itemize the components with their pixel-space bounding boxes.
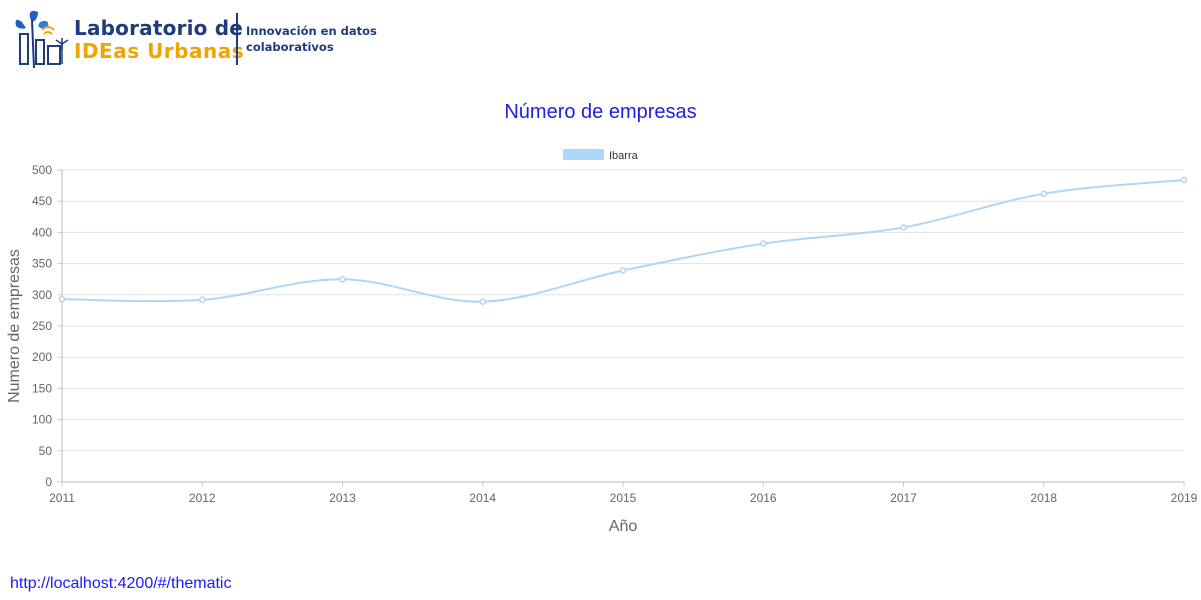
x-tick-label: 2012 [189, 491, 216, 505]
y-tick-label: 350 [32, 257, 52, 271]
data-point [1180, 176, 1188, 184]
data-point [1040, 190, 1047, 197]
y-tick-label: 400 [32, 225, 52, 239]
x-axis-title: Año [609, 518, 638, 535]
x-tick-label: 2018 [1030, 491, 1057, 505]
legend-swatch [563, 149, 604, 160]
y-tick-label: 100 [32, 413, 52, 427]
data-point [58, 295, 66, 303]
tagline: Innovación en datos colaborativos [246, 24, 377, 54]
x-tick-label: 2013 [329, 491, 356, 505]
y-tick-label: 450 [32, 194, 52, 208]
x-tick-label: 2016 [750, 491, 777, 505]
y-tick-label: 0 [45, 475, 52, 489]
data-point [760, 240, 767, 247]
footer-url-link[interactable]: http://localhost:4200/#/thematic [10, 575, 232, 592]
y-tick-label: 50 [39, 444, 53, 458]
y-axis-title: Numero de empresas [6, 249, 23, 403]
y-tick-label: 250 [32, 319, 52, 333]
series-line-ibarra [61, 178, 1185, 303]
x-tick-label: 2014 [469, 491, 496, 505]
y-tick-label: 150 [32, 381, 52, 395]
brand-subtitle: IDEas Urbanas [74, 39, 245, 63]
x-tick-label: 2015 [610, 491, 637, 505]
data-point [199, 296, 206, 304]
logo-icon [15, 10, 69, 69]
brand-divider [236, 13, 238, 65]
y-tick-label: 300 [32, 288, 52, 302]
data-point [619, 267, 627, 274]
brand-title: Laboratorio de [74, 16, 244, 40]
x-tick-label: 2017 [890, 491, 917, 505]
data-point [479, 298, 486, 305]
x-tick-label: 2011 [49, 491, 75, 505]
x-tick-label: 2019 [1171, 491, 1198, 505]
data-point [900, 224, 907, 231]
header: Laboratorio de IDEas Urbanas Innovación … [12, 8, 412, 70]
data-point [339, 275, 346, 283]
y-tick-label: 200 [32, 350, 52, 364]
line-chart: 0 50 100 150 200 250 300 350 400 450 500 2011 2012 20… [6, 149, 1198, 535]
y-tick-label: 500 [32, 163, 52, 177]
chart-title: Número de empresas [504, 101, 697, 123]
legend-label: Ibarra [609, 150, 639, 162]
